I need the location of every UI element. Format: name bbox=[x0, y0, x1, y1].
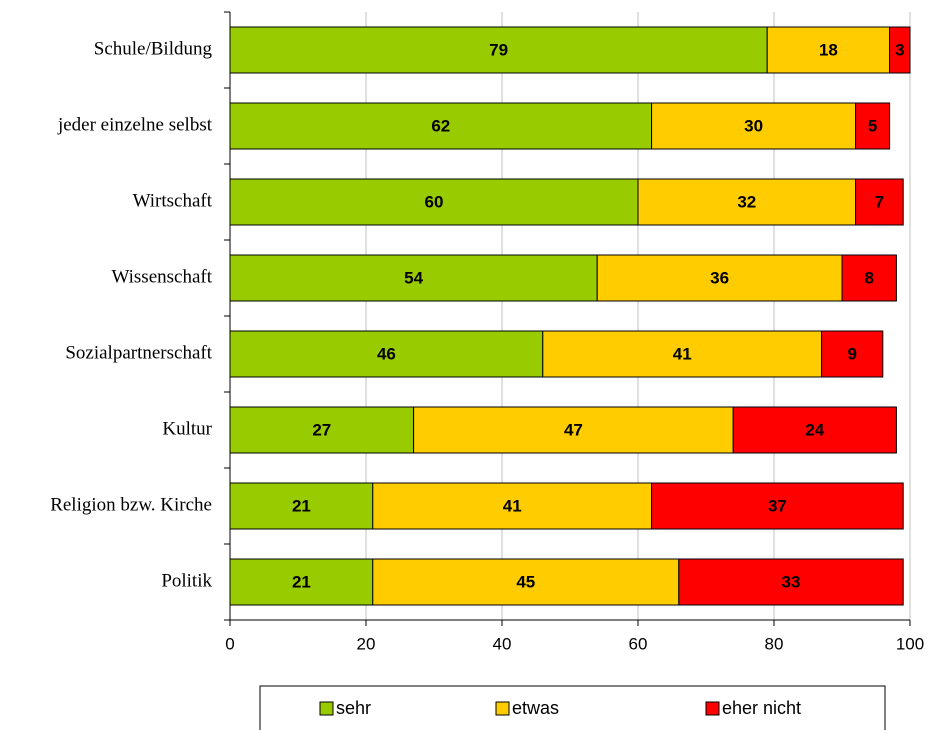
legend-swatch bbox=[495, 701, 510, 716]
data-label: 27 bbox=[312, 420, 331, 439]
data-label: 24 bbox=[805, 420, 824, 439]
y-tick-label: Religion bzw. Kirche bbox=[50, 494, 212, 515]
bar-segment bbox=[229, 330, 544, 378]
bar-segment bbox=[596, 254, 843, 302]
data-label: 62 bbox=[431, 116, 450, 135]
bar-segment bbox=[678, 558, 904, 606]
data-label: 9 bbox=[847, 344, 856, 363]
bar-segment bbox=[229, 178, 639, 226]
data-label: 79 bbox=[489, 40, 508, 59]
data-label: 33 bbox=[782, 572, 801, 591]
data-label: 8 bbox=[864, 268, 873, 287]
bar-segment bbox=[542, 330, 823, 378]
data-label: 45 bbox=[516, 572, 535, 591]
data-label: 7 bbox=[875, 192, 884, 211]
bar-segment bbox=[413, 406, 734, 454]
x-tick-label: 100 bbox=[896, 634, 924, 653]
x-tick-label: 80 bbox=[765, 634, 784, 653]
legend-swatch bbox=[319, 701, 334, 716]
data-label: 46 bbox=[377, 344, 396, 363]
bar-segment bbox=[229, 26, 768, 74]
y-tick-label: jeder einzelne selbst bbox=[57, 114, 213, 135]
bar-segment bbox=[372, 482, 653, 530]
data-label: 18 bbox=[819, 40, 838, 59]
data-label: 41 bbox=[673, 344, 692, 363]
y-tick-label: Schule/Bildung bbox=[94, 38, 213, 59]
data-label: 60 bbox=[425, 192, 444, 211]
legend-label: eher nicht bbox=[722, 698, 801, 718]
y-tick-label: Kultur bbox=[162, 418, 212, 439]
y-tick-label: Sozialpartnerschaft bbox=[65, 342, 212, 363]
data-label: 41 bbox=[503, 496, 522, 515]
x-tick-label: 0 bbox=[225, 634, 234, 653]
bar-segment bbox=[766, 26, 891, 74]
bar-segment bbox=[229, 102, 653, 150]
data-label: 47 bbox=[564, 420, 583, 439]
bar-segment bbox=[651, 102, 857, 150]
bar-segment bbox=[651, 482, 904, 530]
y-tick-label: Wirtschaft bbox=[133, 190, 213, 211]
data-label: 37 bbox=[768, 496, 787, 515]
data-label: 5 bbox=[868, 116, 877, 135]
data-label: 3 bbox=[895, 40, 904, 59]
legend-swatch bbox=[705, 701, 720, 716]
data-label: 21 bbox=[292, 496, 311, 515]
bar-segment bbox=[732, 406, 897, 454]
x-tick-label: 20 bbox=[357, 634, 376, 653]
data-label: 54 bbox=[404, 268, 423, 287]
data-label: 30 bbox=[744, 116, 763, 135]
y-tick-label: Politik bbox=[161, 570, 212, 591]
data-label: 36 bbox=[710, 268, 729, 287]
bar-segment bbox=[821, 330, 884, 378]
x-tick-label: 60 bbox=[629, 634, 648, 653]
x-tick-label: 40 bbox=[493, 634, 512, 653]
bar-segment bbox=[889, 26, 911, 74]
bar-segment bbox=[855, 178, 904, 226]
bar-segment bbox=[372, 558, 680, 606]
data-label: 32 bbox=[737, 192, 756, 211]
bar-segment bbox=[229, 558, 374, 606]
bar-segment bbox=[841, 254, 897, 302]
legend-label: sehr bbox=[336, 698, 371, 718]
legend-box bbox=[259, 685, 886, 730]
bar-segment bbox=[637, 178, 857, 226]
y-tick-label: Wissenschaft bbox=[111, 266, 212, 287]
bar-segment bbox=[855, 102, 891, 150]
bar-segment bbox=[229, 406, 415, 454]
data-label: 21 bbox=[292, 572, 311, 591]
legend-label: etwas bbox=[512, 698, 559, 718]
